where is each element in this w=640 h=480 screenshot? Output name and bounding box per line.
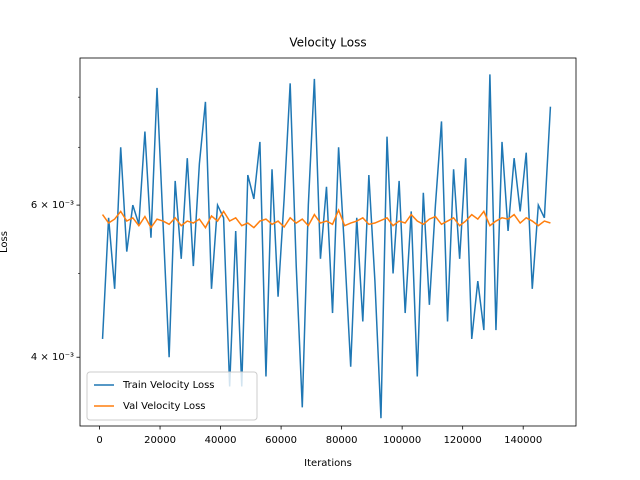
legend-box <box>86 371 258 421</box>
legend-label: Train Velocity Loss <box>122 380 215 391</box>
x-tick-label: 0 <box>96 435 102 446</box>
y-tick-label: 6 × 10⁻³ <box>31 200 74 211</box>
x-tick-label: 100000 <box>383 435 421 446</box>
x-axis-label: Iterations <box>304 458 352 469</box>
data-line <box>101 74 552 419</box>
chart-title: Velocity Loss <box>289 36 366 50</box>
legend-label: Val Velocity Loss <box>123 401 206 412</box>
plot-frame <box>79 57 577 427</box>
y-axis-label: Loss <box>0 231 10 253</box>
data-line <box>101 208 551 230</box>
x-tick-label: 80000 <box>326 435 358 446</box>
x-tick-label: 120000 <box>444 435 482 446</box>
x-tick-label: 60000 <box>265 435 297 446</box>
x-tick-label: 40000 <box>205 435 237 446</box>
y-tick-label: 4 × 10⁻³ <box>31 352 74 363</box>
x-tick-label: 140000 <box>504 435 542 446</box>
x-tick-label: 20000 <box>144 435 176 446</box>
